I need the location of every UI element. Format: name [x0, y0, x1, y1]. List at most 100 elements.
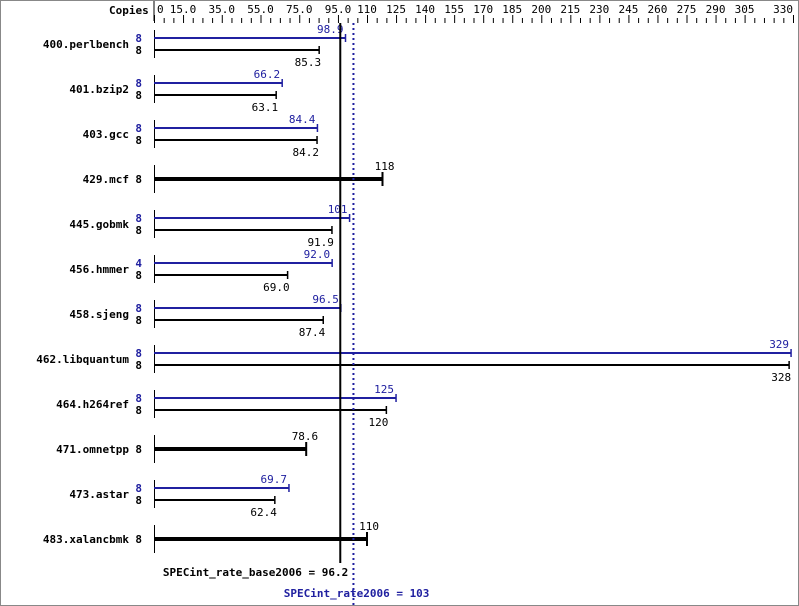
base-bar — [154, 139, 318, 141]
base-copies: 8 — [135, 173, 142, 186]
tick-label: 55.0 — [247, 3, 274, 16]
base-value-label: 120 — [368, 416, 388, 429]
base-value-label: 62.4 — [250, 506, 277, 519]
tick-label: 170 — [473, 3, 493, 16]
peak-copies: 8 — [135, 32, 142, 45]
base-value-label: 87.4 — [299, 326, 326, 339]
benchmark-label: 473.astar — [69, 488, 129, 501]
base-bar — [154, 409, 387, 411]
benchmark-label: 456.hmmer — [69, 263, 129, 276]
base-value-label: 78.6 — [292, 430, 319, 443]
base-copies: 8 — [135, 134, 142, 147]
tick-label: 305 — [735, 3, 755, 16]
peak-bar — [154, 37, 346, 39]
peak-bar — [154, 397, 397, 399]
tick-label: 200 — [531, 3, 551, 16]
tick-label: 230 — [589, 3, 609, 16]
base-copies: 8 — [135, 494, 142, 507]
tick-label: 0 — [157, 3, 164, 16]
base-copies: 8 — [135, 224, 142, 237]
tick-label: 155 — [444, 3, 464, 16]
base-copies: 8 — [135, 404, 142, 417]
tick-label: 125 — [386, 3, 406, 16]
benchmark-label: 464.h264ref — [56, 398, 129, 411]
peak-copies: 8 — [135, 122, 142, 135]
base-bar — [154, 274, 288, 276]
tick-label: 275 — [677, 3, 697, 16]
benchmark-label: 458.sjeng — [69, 308, 129, 321]
peak-value-label: 125 — [374, 383, 394, 396]
benchmark-label: 483.xalancbmk — [43, 533, 129, 546]
benchmark-label: 401.bzip2 — [69, 83, 129, 96]
base-bar — [154, 447, 307, 451]
peak-bar — [154, 127, 318, 129]
tick-label: 95.0 — [325, 3, 352, 16]
base-value-label: 69.0 — [263, 281, 290, 294]
peak-bar — [154, 352, 792, 354]
peak-copies: 8 — [135, 392, 142, 405]
peak-bar — [154, 307, 341, 309]
base-copies: 8 — [135, 89, 142, 102]
base-bar — [154, 177, 383, 181]
base-bar — [154, 319, 324, 321]
benchmark-label: 429.mcf — [83, 173, 129, 186]
peak-copies: 8 — [135, 77, 142, 90]
peak-bar — [154, 487, 289, 489]
peak-value-label: 101 — [328, 203, 348, 216]
base-copies: 8 — [135, 44, 142, 57]
base-copies: 8 — [135, 533, 142, 546]
base-copies: 8 — [135, 359, 142, 372]
benchmark-label: 462.libquantum — [36, 353, 129, 366]
base-value-label: 84.2 — [293, 146, 320, 159]
base-value-label: 110 — [359, 520, 379, 533]
tick-label: 75.0 — [286, 3, 313, 16]
base-copies: 8 — [135, 443, 142, 456]
tick-label: 15.0 — [170, 3, 197, 16]
tick-label: 35.0 — [209, 3, 236, 16]
peak-copies: 4 — [135, 257, 142, 270]
tick-label: 260 — [648, 3, 668, 16]
peak-copies: 8 — [135, 482, 142, 495]
base-value-label: 63.1 — [252, 101, 279, 114]
base-value-label: 118 — [375, 160, 395, 173]
base-bar — [154, 499, 275, 501]
peak-value-label: 98.9 — [317, 23, 344, 36]
base-bar — [154, 229, 332, 231]
benchmark-label: 403.gcc — [83, 128, 129, 141]
peak-value-label: 329 — [769, 338, 789, 351]
tick-label: 110 — [357, 3, 377, 16]
tick-label: 140 — [415, 3, 435, 16]
base-copies: 8 — [135, 314, 142, 327]
peak-value-label: 69.7 — [260, 473, 287, 486]
peak-bar — [154, 217, 350, 219]
base-value-label: 91.9 — [307, 236, 334, 249]
base-bar — [154, 537, 367, 541]
base-copies: 8 — [135, 269, 142, 282]
axis-title: Copies — [109, 4, 149, 17]
base-bar — [154, 49, 320, 51]
base-bar — [154, 364, 790, 366]
peak-copies: 8 — [135, 212, 142, 225]
peak-bar — [154, 82, 283, 84]
peak-copies: 8 — [135, 302, 142, 315]
peak-value-label: 66.2 — [254, 68, 281, 81]
base-value-label: 85.3 — [295, 56, 322, 69]
tick-label: 290 — [706, 3, 726, 16]
benchmark-label: 445.gobmk — [69, 218, 129, 231]
tick-label: 330 — [773, 3, 793, 16]
benchmark-label: 471.omnetpp — [56, 443, 129, 456]
tick-label: 185 — [502, 3, 522, 16]
peak-value-label: 92.0 — [304, 248, 331, 261]
peak-value-label: 96.5 — [312, 293, 339, 306]
base-value-label: 328 — [771, 371, 791, 384]
peak-bar — [154, 262, 333, 264]
benchmark-label: 400.perlbench — [43, 38, 129, 51]
peak-value-label: 84.4 — [289, 113, 316, 126]
peak-copies: 8 — [135, 347, 142, 360]
tick-label: 245 — [618, 3, 638, 16]
peak-reference-label: SPECint_rate2006 = 103 — [284, 587, 430, 600]
tick-label: 215 — [560, 3, 580, 16]
base-bar — [154, 94, 277, 96]
